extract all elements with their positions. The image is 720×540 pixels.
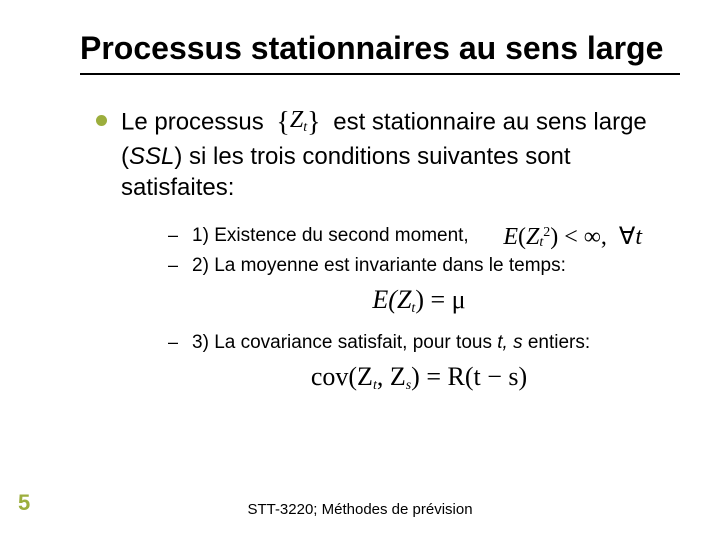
list-item: – 1) Existence du second moment, E(Zt2) … [168, 224, 670, 249]
item3-text: 3) La covariance satisfait, pour tous t,… [192, 331, 670, 356]
main-paragraph: Le processus {Zt} est stationnaire au se… [121, 105, 670, 204]
main-bullet: Le processus {Zt} est stationnaire au se… [96, 105, 670, 204]
footer: STT-3220; Méthodes de prévision [0, 501, 720, 518]
ssl-label: SSL [129, 143, 174, 170]
main-pre: Le processus [121, 108, 264, 135]
bullet-disc-icon [96, 115, 107, 126]
main-tail: ) si les trois conditions suivantes sont… [121, 143, 571, 201]
sub-list: – 1) Existence du second moment, E(Zt2) … [168, 224, 670, 394]
formula-second-moment: E(Zt2) < ∞, ∀t [503, 222, 642, 251]
slide-title: Processus stationnaires au sens large [80, 30, 680, 67]
title-block: Processus stationnaires au sens large [80, 30, 680, 75]
slide: Processus stationnaires au sens large Le… [0, 0, 720, 540]
formula-covariance: cov(Zt, Zs) = R(t − s) [168, 362, 670, 394]
dash-icon: – [168, 224, 178, 247]
dash-icon: – [168, 254, 178, 277]
list-item: – 2) La moyenne est invariante dans le t… [168, 254, 670, 279]
list-item: – 3) La covariance satisfait, pour tous … [168, 331, 670, 356]
dash-icon: – [168, 331, 178, 354]
inline-formula-zt: {Zt} [276, 105, 320, 141]
item2-text: 2) La moyenne est invariante dans le tem… [192, 254, 670, 279]
title-underline [80, 73, 680, 75]
formula-mean: E(Zt) = μ [168, 285, 670, 317]
